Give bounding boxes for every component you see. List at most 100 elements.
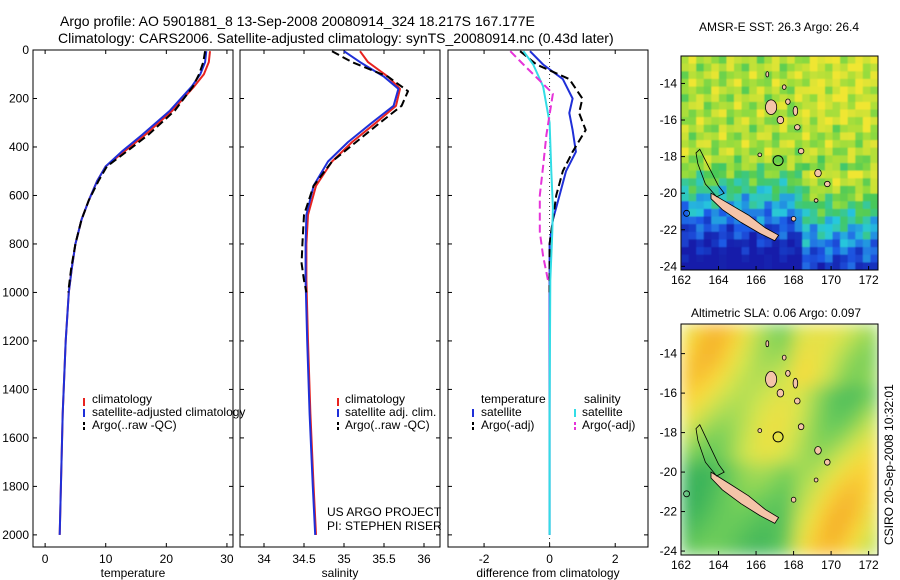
field-cell [749, 117, 758, 126]
field-cell [688, 140, 697, 149]
field-cell [741, 117, 750, 126]
field-cell [681, 170, 690, 179]
field-cell [840, 163, 849, 172]
field-cell [870, 109, 878, 118]
field-cell [688, 185, 697, 195]
field-cell [764, 193, 773, 202]
field-cell [703, 155, 713, 164]
field-cell [802, 170, 811, 179]
field-cell [832, 94, 841, 103]
field-cell [688, 201, 697, 210]
field-cell [817, 224, 826, 233]
field-cell [756, 208, 766, 218]
field-cell [847, 71, 857, 80]
field-cell [718, 208, 728, 218]
field-cell [749, 254, 758, 264]
field-cell [711, 231, 720, 241]
field-cell [749, 124, 758, 134]
field-cell [779, 86, 788, 95]
field-cell [787, 170, 796, 179]
field-cell [809, 124, 819, 134]
field-cell [749, 147, 758, 157]
field-cell [817, 109, 826, 118]
field-cell [825, 239, 834, 248]
map-x-tick-label: 172 [859, 273, 879, 287]
field-cell [723, 524, 739, 541]
field-cell [817, 201, 826, 210]
y-tick-label: 800 [9, 237, 29, 251]
field-cell [794, 132, 804, 141]
field-cell [681, 117, 690, 126]
field-cell [863, 385, 878, 402]
island-outline [790, 496, 797, 503]
field-cell [817, 216, 826, 225]
field-cell [734, 239, 743, 248]
field-cell [779, 208, 788, 218]
field-cell [779, 216, 788, 225]
field-cell [771, 178, 781, 187]
field-cell [855, 86, 864, 95]
field-cell [817, 178, 826, 187]
field-cell [832, 56, 841, 65]
field-cell [794, 231, 804, 241]
field-cell [751, 370, 767, 387]
field-cell [840, 178, 849, 187]
island-outline [757, 152, 763, 157]
field-cell [696, 147, 705, 157]
field-cell [723, 508, 739, 525]
field-cell [847, 56, 857, 65]
field-cell [825, 231, 834, 241]
field-cell [855, 216, 864, 225]
field-cell [726, 147, 735, 157]
field-cell [741, 140, 750, 149]
field-cell [711, 56, 720, 65]
field-cell [863, 354, 878, 371]
field-cell [862, 185, 872, 195]
field-cell [862, 170, 872, 179]
field-cell [832, 124, 841, 134]
field-cell [779, 78, 788, 88]
field-cell [779, 101, 788, 111]
field-cell [840, 109, 849, 118]
field-cell [681, 254, 690, 264]
field-cell [825, 132, 834, 141]
temperature-legend: climatology satellite-adjusted climatolo… [83, 392, 245, 432]
field-cell [855, 208, 864, 218]
field-cell [709, 431, 724, 448]
field-cell [793, 324, 809, 341]
field-cell [718, 239, 728, 248]
field-cell [695, 324, 710, 341]
field-cell [821, 324, 837, 341]
field-cell [793, 508, 809, 525]
field-cell [737, 354, 753, 371]
field-cell [695, 401, 710, 418]
field-cell [718, 56, 728, 65]
field-cell [681, 163, 690, 172]
field-cell [809, 254, 819, 264]
field-cell [749, 78, 758, 88]
field-cell [862, 109, 872, 118]
field-cell [734, 254, 743, 264]
small-island-outline [683, 209, 690, 217]
field-cell [807, 324, 823, 341]
pi-label: PI: STEPHEN RISER [327, 519, 442, 533]
y-tick-label: 1000 [2, 285, 29, 299]
field-cell [802, 132, 811, 141]
field-cell [723, 385, 739, 402]
field-cell [794, 78, 804, 88]
field-cell [779, 201, 788, 210]
field-cell [849, 478, 865, 495]
field-cell [723, 416, 739, 433]
field-cell [849, 370, 865, 387]
field-cell [855, 247, 864, 256]
field-cell [711, 216, 720, 225]
field-cell [734, 86, 743, 95]
field-cell [734, 109, 743, 118]
field-cell [870, 247, 878, 256]
field-cell [756, 140, 766, 149]
field-cell [802, 247, 811, 256]
field-cell [807, 354, 823, 371]
field-cell [787, 155, 796, 164]
field-cell [832, 78, 841, 88]
field-cell [718, 224, 728, 233]
